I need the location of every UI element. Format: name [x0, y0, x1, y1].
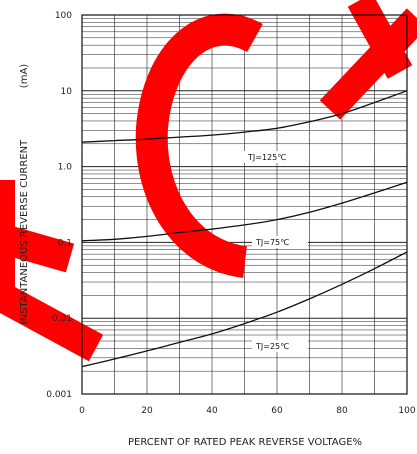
- watermark-letter-e: [0, 180, 104, 362]
- y-tick-label: 10: [61, 87, 73, 97]
- data-series: [81, 90, 408, 368]
- y-tick-label: 0.001: [46, 390, 72, 400]
- y-axis-title-group: INSTANTANEOUS REVERSE CURRENT (mA): [19, 64, 30, 325]
- watermark-letter-c: [135, 13, 263, 278]
- x-tick-label: 100: [398, 406, 415, 416]
- x-tick-label: 0: [79, 406, 85, 416]
- x-tick-labels: 0 20 40 60 80 100: [79, 406, 416, 416]
- y-tick-label: 1.0: [58, 163, 73, 173]
- series-labels: TJ=125℃ TJ=75℃ TJ=25℃: [244, 151, 308, 352]
- series-label: TJ=125℃: [247, 153, 286, 162]
- series-line: [81, 251, 408, 368]
- y-tick-label: 0.01: [52, 314, 72, 324]
- y-tick-labels: 0.001 0.01 0.1 1.0 10 100: [46, 11, 72, 400]
- x-tick-label: 40: [206, 406, 218, 416]
- x-axis-title: PERCENT OF RATED PEAK REVERSE VOLTAGE%: [128, 437, 362, 448]
- y-axis-unit: (mA): [19, 64, 30, 88]
- series-label: TJ=25℃: [255, 342, 289, 351]
- y-axis-title: INSTANTANEOUS REVERSE CURRENT: [19, 139, 30, 324]
- series-label-background: [252, 236, 308, 248]
- series-label: TJ=75℃: [255, 238, 289, 247]
- watermark-letter-h: [319, 0, 417, 120]
- y-tick-label: 0.1: [58, 238, 72, 248]
- series-line: [81, 181, 408, 242]
- watermark: [0, 0, 417, 362]
- x-tick-label: 20: [141, 406, 153, 416]
- series-label-background: [252, 340, 308, 352]
- x-tick-label: 80: [336, 406, 348, 416]
- x-tick-label: 60: [271, 406, 283, 416]
- y-tick-label: 100: [55, 11, 72, 21]
- plot-frame: [81, 14, 408, 395]
- series-line: [81, 90, 408, 143]
- series-label-background: [244, 151, 300, 163]
